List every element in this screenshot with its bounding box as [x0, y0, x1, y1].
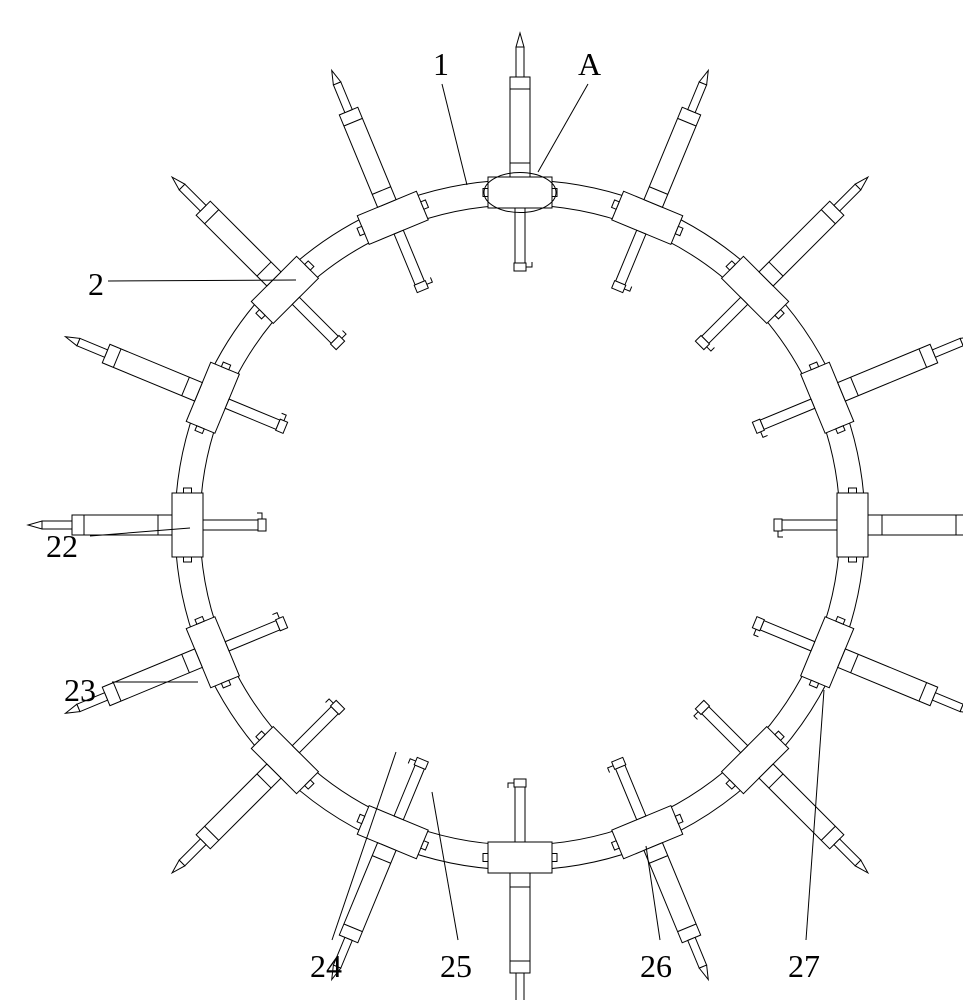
lbl-27: 27 — [788, 948, 820, 985]
lbl-24: 24 — [310, 948, 342, 985]
lbl-22: 22 — [46, 528, 78, 565]
diagram-svg — [0, 0, 963, 1000]
lbl-23: 23 — [64, 672, 96, 709]
lbl-1: 1 — [433, 46, 449, 83]
lbl-A: A — [578, 46, 601, 83]
lbl-2: 2 — [88, 266, 104, 303]
lbl-25: 25 — [440, 948, 472, 985]
diagram-canvas: 1A2222324252627 — [0, 0, 963, 1000]
lbl-26: 26 — [640, 948, 672, 985]
